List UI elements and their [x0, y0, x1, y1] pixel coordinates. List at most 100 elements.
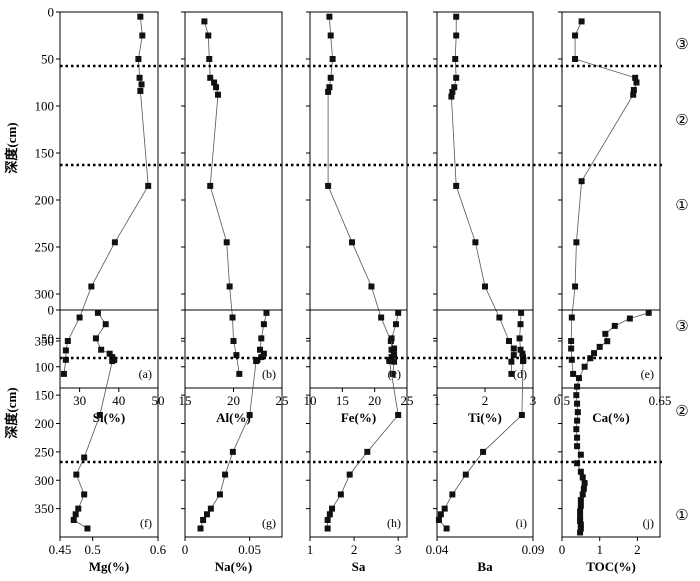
data-point: [443, 525, 450, 532]
panel-tag: (b): [262, 367, 276, 381]
data-point: [449, 88, 456, 95]
data-point: [324, 516, 331, 523]
data-point: [453, 182, 460, 189]
data-point: [211, 79, 218, 86]
panel-i: 0.04 0.09 Ba (i): [426, 309, 544, 574]
x-tick-label: 15: [336, 393, 349, 408]
data-point: [391, 358, 398, 365]
data-point: [516, 335, 523, 342]
y-tick-label: 250: [35, 240, 55, 255]
data-point: [327, 32, 334, 39]
data-point: [462, 471, 469, 478]
series-line: [204, 21, 240, 374]
data-point: [577, 521, 584, 528]
data-point: [84, 525, 91, 532]
data-point: [378, 314, 385, 321]
data-point: [213, 84, 220, 91]
data-point: [94, 309, 101, 316]
data-point: [207, 74, 214, 81]
data-point: [577, 525, 584, 532]
data-point: [257, 346, 264, 353]
panel-tag: (d): [513, 367, 527, 381]
data-point: [206, 56, 213, 62]
data-point: [626, 315, 633, 322]
data-point: [258, 335, 265, 342]
data-point: [453, 74, 460, 81]
data-point: [573, 392, 580, 399]
data-point: [577, 529, 584, 536]
x-tick-label: 0.5: [85, 542, 101, 557]
y-tick-label: 0: [48, 5, 55, 20]
panel-g: 0 0.05 Na(%) (g): [181, 309, 283, 574]
data-point: [577, 502, 584, 509]
x-tick-label: 0.45: [49, 542, 72, 557]
series-line: [327, 16, 395, 374]
data-point: [508, 370, 515, 377]
data-point: [395, 309, 402, 316]
data-point: [72, 511, 79, 518]
data-point: [578, 18, 585, 25]
x-tick-label: 20: [227, 393, 240, 408]
y-tick-label: 100: [35, 99, 55, 114]
data-point: [574, 400, 581, 407]
x-axis-label: Ca(%): [592, 410, 630, 425]
data-point: [197, 525, 204, 532]
y-tick-label: 300: [35, 473, 55, 488]
x-axis-label: TOC(%): [586, 559, 636, 574]
panel-j: 0 1 2 TOC(%) (j): [558, 309, 661, 574]
y-tick-label: 100: [35, 359, 55, 374]
panel-frame: [436, 11, 534, 389]
data-point: [389, 370, 396, 377]
data-point: [98, 346, 105, 353]
panel-tag: (j): [643, 516, 654, 530]
data-point: [329, 505, 336, 512]
data-point: [216, 491, 223, 498]
data-point: [577, 514, 584, 521]
data-point: [92, 335, 99, 342]
x-tick-label: 40: [112, 393, 125, 408]
data-point: [364, 448, 371, 455]
data-point: [263, 309, 270, 316]
data-point: [81, 491, 88, 498]
data-point: [324, 525, 331, 532]
data-point: [236, 370, 243, 377]
data-point: [574, 434, 581, 441]
data-point: [435, 516, 442, 523]
data-point: [572, 56, 579, 62]
x-axis-label: Ti(%): [468, 410, 502, 425]
data-point: [568, 314, 575, 321]
data-point: [70, 516, 77, 523]
data-point: [577, 497, 584, 504]
data-point: [574, 383, 581, 390]
y-tick-label: 200: [35, 416, 55, 431]
x-axis-label: Sa: [352, 559, 366, 574]
x-tick-label: 0.05: [238, 542, 261, 557]
x-tick-label: 0.04: [426, 542, 449, 557]
data-point: [508, 358, 515, 365]
data-point: [437, 511, 444, 518]
data-point: [109, 358, 116, 365]
data-point: [577, 518, 584, 525]
y-tick-label: 50: [41, 331, 54, 346]
data-point: [222, 471, 229, 478]
panel-tag: (e): [641, 367, 654, 381]
data-point: [388, 346, 395, 353]
zone-label-3: ③: [675, 37, 688, 53]
data-point: [76, 314, 83, 321]
data-point: [229, 314, 236, 321]
data-point: [482, 283, 488, 290]
panel-frame: [561, 11, 661, 389]
data-point: [233, 352, 240, 359]
data-point: [573, 426, 580, 433]
data-point: [326, 84, 333, 91]
y-tick-label: 0: [48, 303, 55, 318]
data-point: [337, 491, 344, 498]
x-axis-label: Na(%): [215, 559, 253, 574]
data-point: [326, 511, 333, 518]
data-point: [386, 358, 393, 365]
y-tick-label: 350: [35, 501, 55, 516]
series-line: [450, 16, 515, 374]
